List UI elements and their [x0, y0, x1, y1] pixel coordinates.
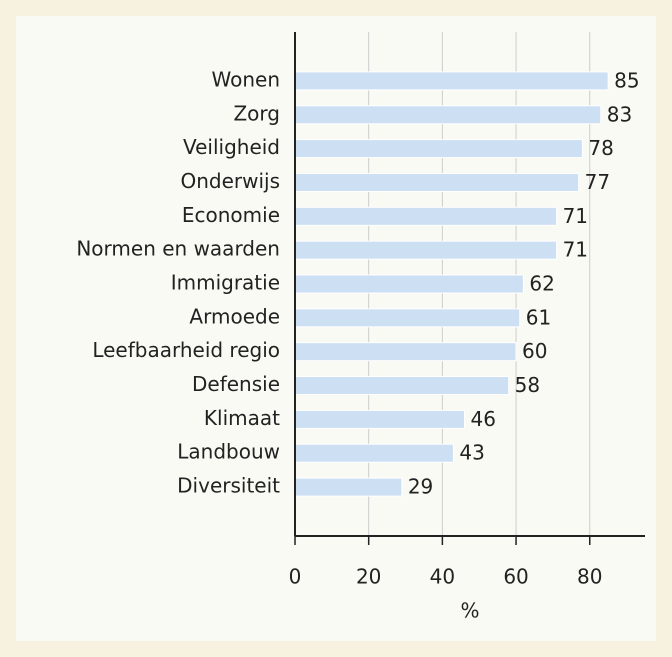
data-label: 85 — [614, 68, 639, 92]
y-tick-label: Armoede — [189, 304, 280, 328]
bar — [294, 342, 517, 362]
data-label: 62 — [529, 272, 554, 296]
data-label: 29 — [408, 475, 433, 499]
bar — [294, 477, 403, 497]
data-label: 60 — [522, 339, 547, 363]
x-tick-label: 0 — [289, 565, 302, 589]
y-tick-label: Diversiteit — [177, 474, 280, 498]
data-label: 43 — [459, 441, 484, 465]
bar — [294, 308, 521, 328]
y-tick-label: Klimaat — [204, 406, 280, 430]
y-tick-label: Onderwijs — [180, 169, 280, 193]
bar — [294, 240, 558, 260]
bar — [294, 274, 524, 294]
bar — [294, 409, 465, 429]
y-tick-label: Zorg — [233, 101, 280, 125]
y-tick-label: Veiligheid — [183, 135, 280, 159]
bar — [294, 71, 609, 91]
x-tick-label: 80 — [577, 565, 602, 589]
data-label: 78 — [588, 136, 613, 160]
data-label: 71 — [563, 238, 588, 262]
y-tick-label: Normen en waarden — [76, 237, 280, 261]
x-tick-label: 40 — [430, 565, 455, 589]
y-tick-label: Leefbaarheid regio — [92, 338, 280, 362]
y-tick-label: Wonen — [212, 67, 281, 91]
x-axis-label: % — [460, 599, 479, 623]
data-label: 71 — [563, 204, 588, 228]
x-tick-label: 20 — [356, 565, 381, 589]
y-tick-label: Economie — [182, 203, 280, 227]
data-label: 46 — [470, 407, 495, 431]
bar — [294, 172, 580, 192]
y-tick-label: Landbouw — [177, 440, 280, 464]
x-tick-label: 60 — [503, 565, 528, 589]
bar — [294, 206, 558, 226]
data-label: 61 — [526, 305, 551, 329]
bar — [294, 376, 510, 396]
data-label: 77 — [585, 170, 610, 194]
y-tick-label: Defensie — [192, 372, 280, 396]
bar — [294, 105, 602, 125]
data-label: 83 — [607, 102, 632, 126]
y-tick-label: Immigratie — [171, 271, 280, 295]
bar — [294, 139, 583, 159]
data-label: 58 — [515, 373, 540, 397]
bar — [294, 443, 454, 463]
